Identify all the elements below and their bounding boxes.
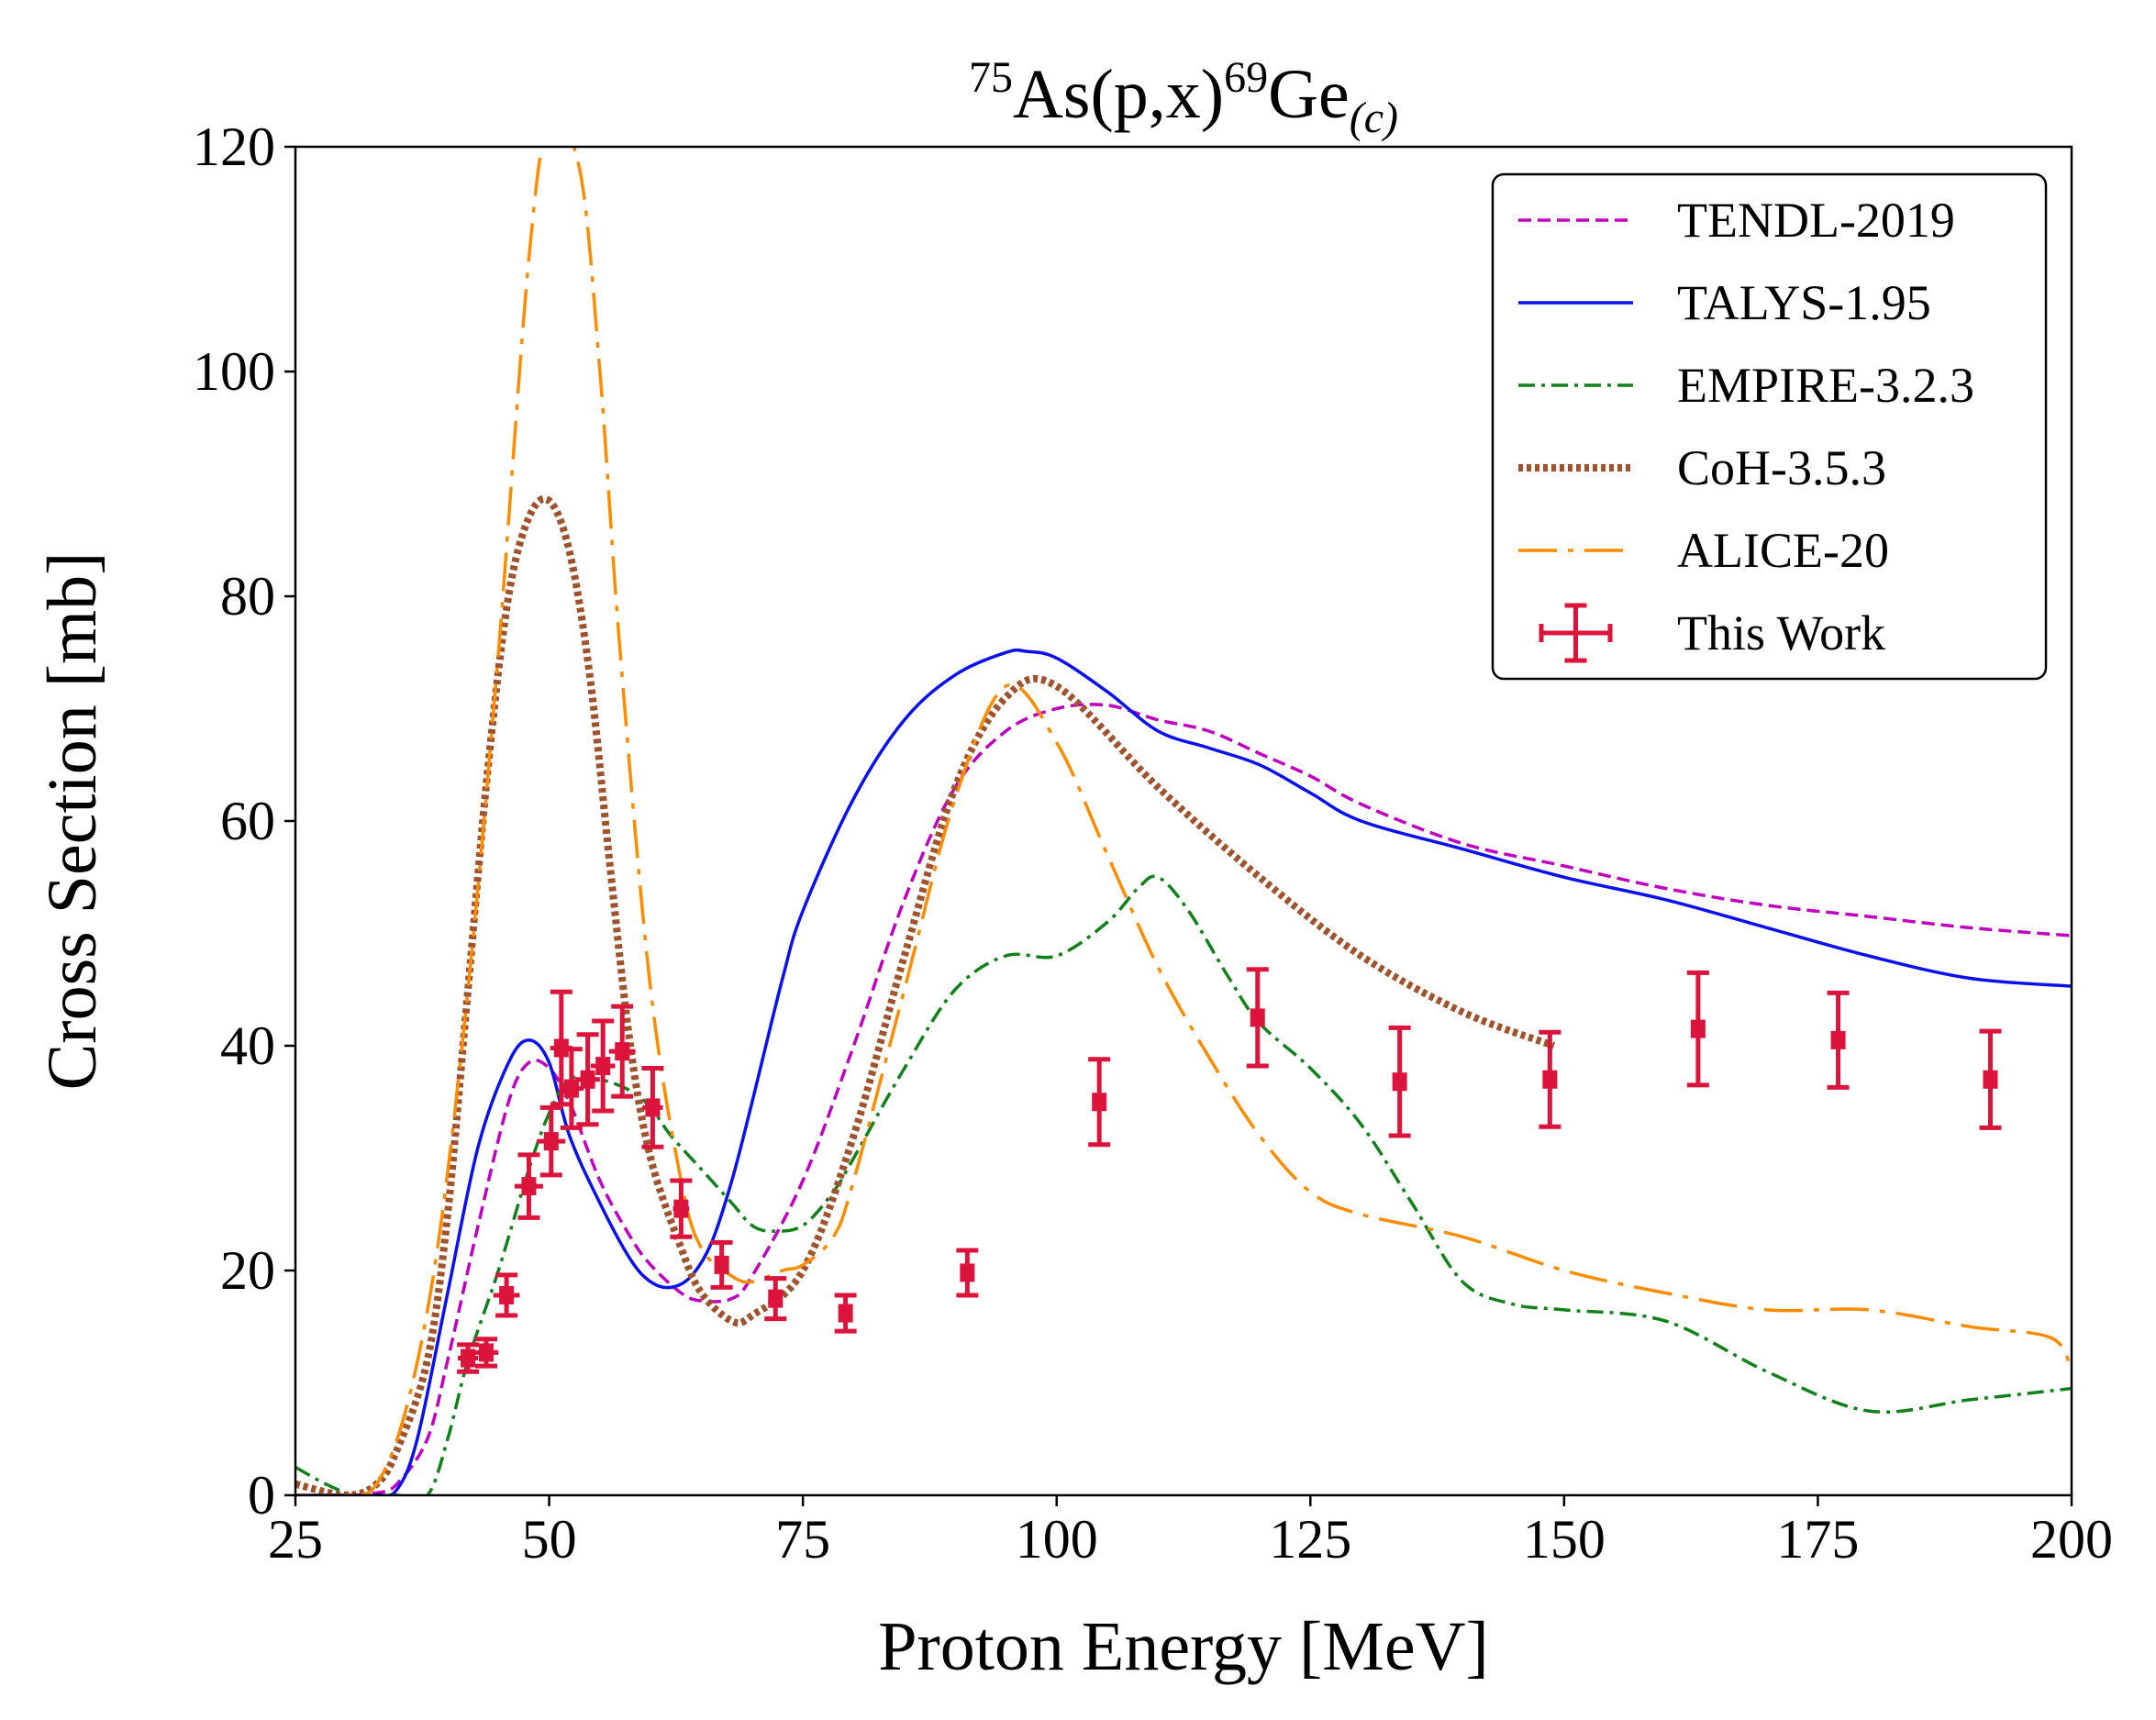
- data-marker: [838, 1304, 853, 1323]
- x-axis-ticks: 25 50 75 100 125 150 175 200: [268, 1495, 2113, 1570]
- data-marker: [580, 1070, 595, 1089]
- data-point: [834, 1293, 857, 1334]
- data-marker: [645, 1098, 661, 1117]
- data-marker: [543, 1132, 559, 1151]
- y-tick-label: 20: [220, 1240, 275, 1301]
- data-point: [710, 1239, 733, 1290]
- data-marker: [1983, 1070, 1998, 1089]
- title-reaction: As(p,x): [1013, 56, 1224, 133]
- y-tick-label: 60: [220, 791, 275, 851]
- y-tick-label: 80: [220, 566, 275, 627]
- legend-label: ALICE-20: [1677, 523, 1889, 578]
- data-point: [537, 1104, 566, 1178]
- series-line-empire-3-2-3: [295, 874, 2072, 1495]
- data-point: [1827, 990, 1850, 1090]
- data-marker: [478, 1343, 494, 1362]
- data-point: [1246, 967, 1269, 1069]
- data-marker: [1690, 1019, 1706, 1038]
- data-point: [1686, 970, 1709, 1088]
- legend-entry: This Work: [1539, 603, 1885, 663]
- legend-entry: TENDL-2019: [1518, 193, 1955, 248]
- x-tick-label: 25: [268, 1509, 323, 1570]
- legend-entry: ALICE-20: [1518, 523, 1889, 578]
- data-marker: [714, 1255, 729, 1274]
- data-point: [575, 1032, 600, 1127]
- series-line-talys-1-95: [295, 648, 2072, 1495]
- x-axis-label: Proton Energy [MeV]: [878, 1608, 1489, 1685]
- y-axis-label: Cross Section [mb]: [34, 552, 111, 1091]
- data-marker: [673, 1199, 689, 1218]
- legend: TENDL-2019 TALYS-1.95 EMPIRE-3.2.3 CoH-3.5.…: [1491, 172, 2048, 681]
- y-tick-label: 100: [193, 341, 275, 402]
- data-point: [514, 1152, 543, 1220]
- data-point: [641, 1066, 664, 1149]
- x-tick-label: 150: [1523, 1509, 1606, 1570]
- plot-frame: [294, 145, 2073, 1497]
- y-tick-label: 120: [193, 117, 275, 177]
- data-point: [1979, 1028, 2002, 1130]
- data-marker: [1830, 1030, 1846, 1049]
- x-tick-label: 100: [1016, 1509, 1098, 1570]
- data-point: [608, 1004, 636, 1099]
- x-tick-label: 125: [1269, 1509, 1351, 1570]
- data-point: [559, 1047, 584, 1130]
- legend-label: This Work: [1677, 605, 1885, 660]
- data-point: [493, 1272, 520, 1318]
- title-mass-target: 75: [969, 53, 1013, 102]
- data-marker: [1250, 1008, 1265, 1027]
- chart-title: 75As(p,x)69Ge(c): [969, 53, 1398, 142]
- series-lines: [295, 147, 2072, 1495]
- data-point: [1539, 1029, 1561, 1129]
- y-tick-label: 40: [220, 1015, 275, 1076]
- data-marker: [960, 1263, 975, 1282]
- legend-entry: CoH-3.5.3: [1518, 440, 1886, 495]
- legend-label: TALYS-1.95: [1677, 275, 1931, 330]
- series-line-alice-20: [295, 147, 2072, 1495]
- legend-label: EMPIRE-3.2.3: [1677, 358, 1974, 413]
- data-point: [457, 1342, 480, 1374]
- data-point: [1088, 1057, 1111, 1148]
- data-marker: [615, 1042, 630, 1061]
- title-subscript: (c): [1350, 94, 1398, 142]
- legend-box: [1491, 172, 2048, 681]
- experimental-points: [457, 967, 2002, 1374]
- x-tick-label: 200: [2030, 1509, 2113, 1570]
- data-marker: [499, 1285, 515, 1304]
- data-marker: [595, 1057, 611, 1076]
- y-tick-label: 0: [248, 1465, 275, 1526]
- data-point: [473, 1337, 499, 1369]
- data-point: [956, 1248, 979, 1298]
- series-line-tendl-2019: [295, 703, 2072, 1495]
- legend-entry: EMPIRE-3.2.3: [1518, 358, 1974, 413]
- data-marker: [521, 1177, 537, 1196]
- data-marker: [563, 1079, 579, 1098]
- data-marker: [1092, 1093, 1107, 1112]
- legend-label: TENDL-2019: [1677, 193, 1955, 248]
- data-marker: [461, 1348, 476, 1368]
- data-marker: [1542, 1070, 1558, 1089]
- data-point: [1388, 1025, 1411, 1138]
- title-mass-product: 69: [1224, 53, 1268, 102]
- y-axis-ticks: 0 20 40 60 80 100 120: [193, 117, 295, 1526]
- title-product: Ge: [1268, 56, 1350, 133]
- data-point: [764, 1276, 787, 1322]
- x-tick-label: 75: [775, 1509, 830, 1570]
- series-line-coh-3-5-3: [295, 494, 1556, 1495]
- legend-label: CoH-3.5.3: [1677, 440, 1886, 495]
- data-marker: [768, 1289, 783, 1308]
- data-point: [670, 1178, 693, 1239]
- legend-entry: TALYS-1.95: [1518, 275, 1931, 330]
- data-point: [590, 1018, 616, 1114]
- x-tick-label: 175: [1776, 1509, 1859, 1570]
- data-marker: [1392, 1072, 1407, 1092]
- x-tick-label: 50: [522, 1509, 577, 1570]
